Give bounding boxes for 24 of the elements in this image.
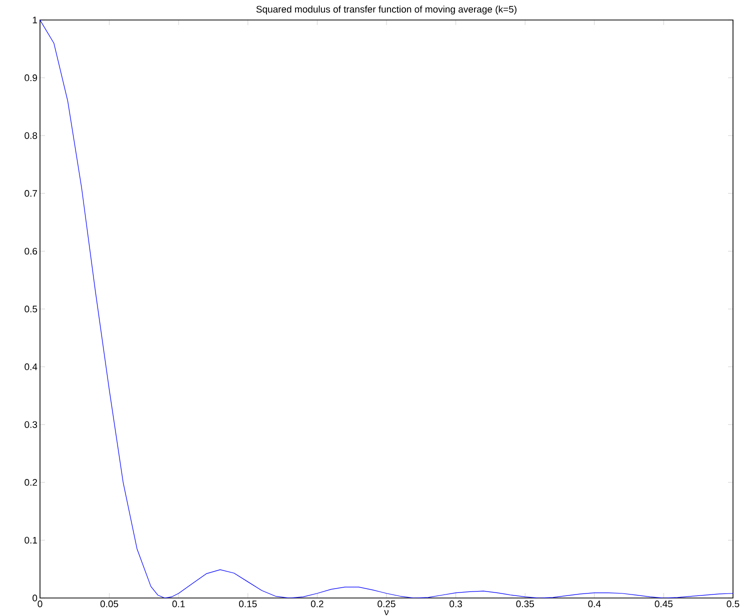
y-tick-label: 0.8 <box>24 132 38 139</box>
y-tick-label: 0.7 <box>24 190 38 197</box>
x-tick-label: 0.25 <box>378 600 396 608</box>
chart-title: Squared modulus of transfer function of moving average (k=5) <box>256 6 516 14</box>
y-tick-label: 0.2 <box>24 479 38 486</box>
y-tick-label: 0.3 <box>24 421 38 428</box>
y-tick-label: 0.9 <box>24 74 38 82</box>
x-tick-label: 0.4 <box>588 600 601 608</box>
y-tick-label: 0.5 <box>24 306 38 312</box>
y-tick-label: 0 <box>32 594 38 602</box>
y-tick-label: 1 <box>32 16 38 24</box>
x-tick-label: 0.3 <box>450 600 462 608</box>
y-tick-label: 0.4 <box>24 363 38 370</box>
y-tick-label: 0.1 <box>24 536 38 544</box>
x-tick-label: 0.5 <box>726 600 740 608</box>
x-axis-title: ν <box>384 610 389 616</box>
x-tick-label: 0.45 <box>654 600 673 608</box>
x-tick-label: 0.1 <box>172 600 185 608</box>
x-tick-label: 0.05 <box>100 600 118 608</box>
x-tick-label: 0.15 <box>239 600 257 608</box>
x-tick-label: 0 <box>38 600 42 608</box>
y-tick-label: 0.6 <box>24 248 38 255</box>
x-tick-label: 0.2 <box>310 600 324 608</box>
x-tick-label: 0.35 <box>516 600 534 608</box>
